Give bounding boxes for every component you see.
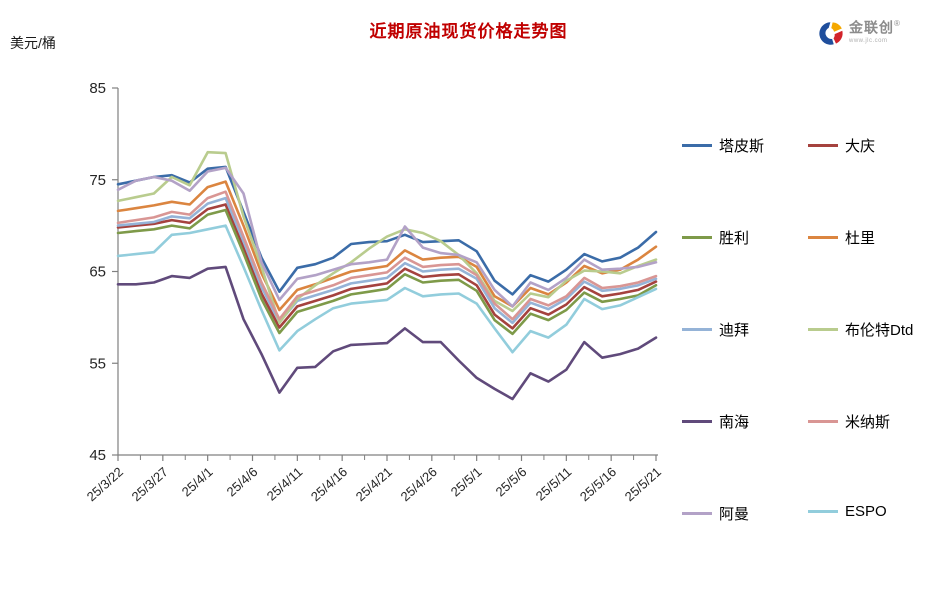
legend-item-塔皮斯: 塔皮斯 [682, 135, 764, 156]
y-tick-label: 85 [89, 80, 106, 97]
legend-item-ESPO: ESPO [808, 503, 887, 520]
legend-label: 塔皮斯 [719, 138, 765, 155]
legend-swatch [808, 236, 838, 239]
y-tick-label: 75 [89, 172, 106, 189]
legend-swatch [808, 510, 838, 513]
legend-item-南海: 南海 [682, 411, 749, 432]
legend-item-阿曼: 阿曼 [682, 503, 749, 524]
legend-label: ESPO [845, 503, 887, 520]
y-axis-unit-label: 美元/桶 [10, 35, 56, 51]
x-tick-label: 25/4/16 [308, 464, 350, 504]
series-line-布伦特Dtd [116, 150, 658, 325]
x-tick-label: 25/4/21 [353, 464, 395, 504]
x-tick-label: 25/5/16 [577, 464, 619, 504]
x-tick-label: 25/4/26 [398, 464, 440, 504]
series-line-ESPO [116, 224, 658, 354]
legend-label: 迪拜 [719, 322, 750, 339]
series-line-塔皮斯 [116, 165, 658, 296]
legend-label: 杜里 [845, 230, 876, 247]
x-tick-label: 25/5/6 [493, 464, 530, 499]
legend-swatch [808, 420, 838, 423]
legend-item-杜里: 杜里 [808, 227, 875, 248]
legend-swatch [682, 144, 712, 147]
legend-swatch [682, 328, 712, 331]
legend-swatch [808, 328, 838, 331]
y-tick-label: 55 [89, 355, 106, 372]
series-line-大庆 [116, 203, 658, 330]
jlc-logo-icon [819, 22, 843, 45]
x-tick-label: 25/4/11 [264, 464, 306, 504]
legend-row: 迪拜 布伦特Dtd [678, 319, 936, 340]
series-line-米纳斯 [116, 190, 658, 321]
legend-swatch [808, 144, 838, 147]
legend-label: 布伦特Dtd [845, 322, 914, 339]
x-tick-label: 25/4/6 [224, 464, 261, 499]
legend-item-大庆: 大庆 [808, 135, 875, 156]
legend-label: 大庆 [845, 138, 876, 155]
legend-swatch [682, 420, 712, 423]
legend-label: 南海 [719, 414, 750, 431]
series-line-杜里 [116, 180, 658, 312]
legend-row: 塔皮斯 大庆 [678, 135, 936, 156]
legend-item-胜利: 胜利 [682, 227, 749, 248]
legend-item-米纳斯: 米纳斯 [808, 411, 890, 432]
legend-row: 南海 米纳斯 [678, 411, 936, 432]
x-tick-label: 25/4/1 [179, 464, 216, 499]
series-line-胜利 [116, 208, 658, 336]
legend-label: 米纳斯 [845, 414, 891, 431]
y-tick-label: 45 [89, 447, 106, 464]
x-tick-label: 25/3/22 [84, 464, 126, 504]
y-tick-label: 65 [89, 264, 106, 281]
legend-item-布伦特Dtd: 布伦特Dtd [808, 319, 913, 340]
legend-row: 胜利 杜里 [678, 227, 936, 248]
x-tick-label: 25/3/27 [129, 464, 171, 504]
jlc-logo-text: 金联创 [849, 19, 894, 36]
legend-swatch [682, 512, 712, 515]
legend-item-迪拜: 迪拜 [682, 319, 749, 340]
legend-swatch [682, 236, 712, 239]
legend-row: 阿曼 ESPO [678, 503, 936, 524]
jlc-logo-url: www.jlc.com [849, 38, 888, 45]
x-tick-label: 25/5/21 [622, 464, 664, 504]
x-tick-label: 25/5/1 [448, 464, 485, 499]
series-line-阿曼 [116, 166, 658, 308]
legend-label: 阿曼 [719, 506, 750, 523]
registered-trademark-icon: ® [894, 19, 900, 28]
chart-legend: 塔皮斯 大庆胜利 杜里迪拜 布伦特Dtd 南海 米纳斯阿曼 ESPO [678, 0, 936, 601]
series-line-迪拜 [116, 196, 658, 325]
legend-label: 胜利 [719, 230, 750, 247]
chart-title: 近期原油现货价格走势图 [369, 22, 568, 41]
x-tick-label: 25/5/11 [533, 464, 575, 504]
series-line-南海 [116, 265, 658, 401]
jlc-logo: 金联创® www.jlc.com [818, 20, 900, 47]
